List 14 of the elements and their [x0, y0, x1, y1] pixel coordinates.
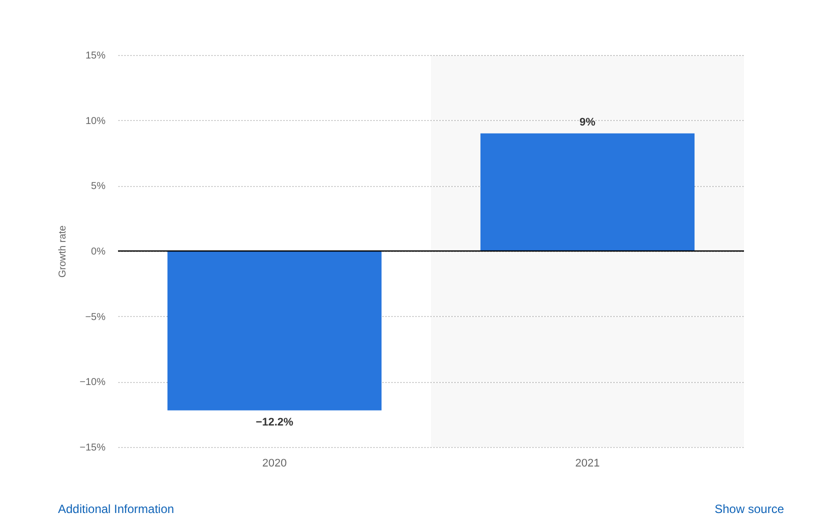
y-tick-label: 5%	[91, 181, 106, 192]
y-tick-label: 0%	[91, 246, 106, 258]
text: Show source	[714, 502, 784, 516]
y-tick-label: −10%	[80, 377, 106, 388]
x-tick-label: 2020	[262, 458, 287, 470]
y-tick-label: 15%	[85, 50, 106, 62]
text: Additional Information	[58, 502, 174, 516]
data-label: −12.2%	[256, 416, 294, 428]
y-tick-label: 10%	[85, 116, 106, 127]
x-tick-label: 2021	[575, 458, 600, 470]
y-tick-label: −5%	[85, 312, 106, 323]
data-label: 9%	[580, 116, 596, 128]
y-axis-title: Growth rate	[58, 224, 69, 278]
y-tick-label: −15%	[80, 442, 106, 454]
